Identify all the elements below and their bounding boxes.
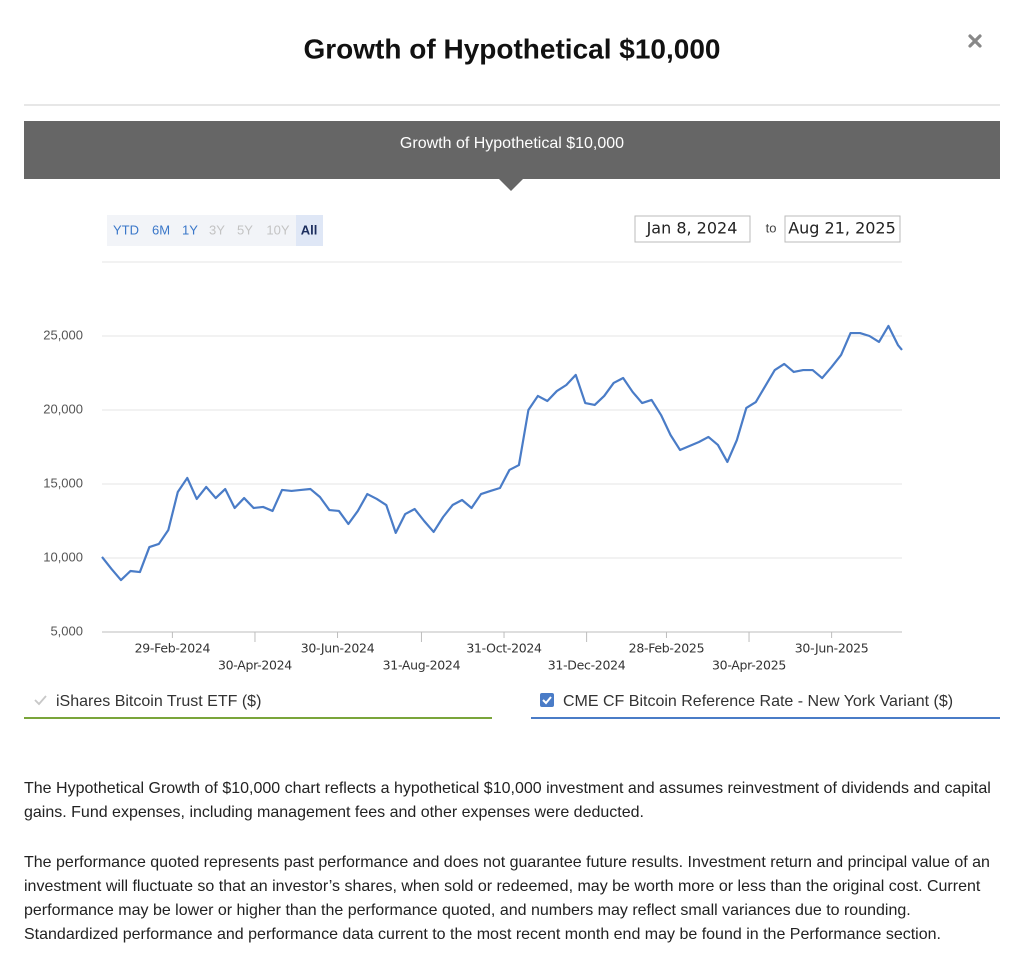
range-button[interactable]: 1Y (182, 222, 198, 237)
date-separator: to (766, 220, 777, 235)
y-tick-label: 10,000 (43, 549, 83, 564)
close-icon-stroke (968, 34, 982, 48)
disclosure-paragraph: The Hypothetical Growth of $10,000 chart… (24, 780, 991, 821)
x-tick-label: 29-Feb-2024 (135, 641, 211, 656)
banner (24, 121, 1000, 179)
close-button[interactable] (968, 34, 982, 48)
date-input-to[interactable] (784, 215, 901, 243)
range-button[interactable]: 6M (152, 222, 170, 237)
modal-title: Growth of Hypothetical $10,000 (304, 33, 721, 64)
legend-checkbox (540, 693, 554, 707)
x-tick-label: 31-Dec-2024 (548, 658, 626, 673)
y-tick-label: 5,000 (50, 623, 83, 638)
range-button[interactable]: All (296, 215, 323, 246)
range-button[interactable]: YTD (113, 222, 139, 237)
data-line (101, 324, 903, 582)
range-button: 10Y (266, 222, 289, 237)
range-button-label: YTD (113, 222, 139, 237)
x-tick-label: 30-Apr-2024 (218, 658, 292, 673)
legend-checkmark (34, 695, 47, 706)
x-tick-label: 28-Feb-2025 (629, 641, 705, 656)
legend-label: iShares Bitcoin Trust ETF ($) (56, 693, 261, 710)
x-tick-label: 31-Oct-2024 (466, 641, 542, 656)
y-tick-label: 25,000 (43, 327, 83, 342)
range-buttons-bg (107, 215, 323, 246)
range-button: 3Y (209, 222, 225, 237)
y-tick-label: 20,000 (43, 401, 83, 416)
legend-checkmark (542, 696, 552, 705)
legend-item[interactable]: iShares Bitcoin Trust ETF ($) (24, 693, 492, 719)
disclosure-paragraph: The performance quoted represents past p… (24, 854, 990, 943)
range-button-label: 10Y (266, 222, 289, 237)
range-button-label: 6M (152, 222, 170, 237)
range-button-label: All (301, 222, 318, 237)
y-tick-label: 15,000 (43, 475, 83, 490)
legend-label: CME CF Bitcoin Reference Rate - New York… (563, 693, 953, 710)
range-button-label: 5Y (237, 222, 253, 237)
banner-title: Growth of Hypothetical $10,000 (400, 135, 624, 152)
x-tick-label: 30-Jun-2025 (795, 641, 869, 656)
x-tick-label: 31-Aug-2024 (383, 658, 461, 673)
range-button-label: 1Y (182, 222, 198, 237)
range-button-selected-bg (296, 215, 323, 246)
x-tick-label: 30-Apr-2025 (712, 658, 786, 673)
date-input-from[interactable] (634, 215, 751, 243)
x-tick-label: 30-Jun-2024 (301, 641, 375, 656)
range-button-label: 3Y (209, 222, 225, 237)
range-button: 5Y (237, 222, 253, 237)
legend-item[interactable]: CME CF Bitcoin Reference Rate - New York… (531, 693, 1000, 719)
date-to: Aug 21, 2025 (788, 219, 896, 238)
date-from: Jan 8, 2024 (646, 219, 738, 238)
banner-pointer (499, 179, 523, 191)
